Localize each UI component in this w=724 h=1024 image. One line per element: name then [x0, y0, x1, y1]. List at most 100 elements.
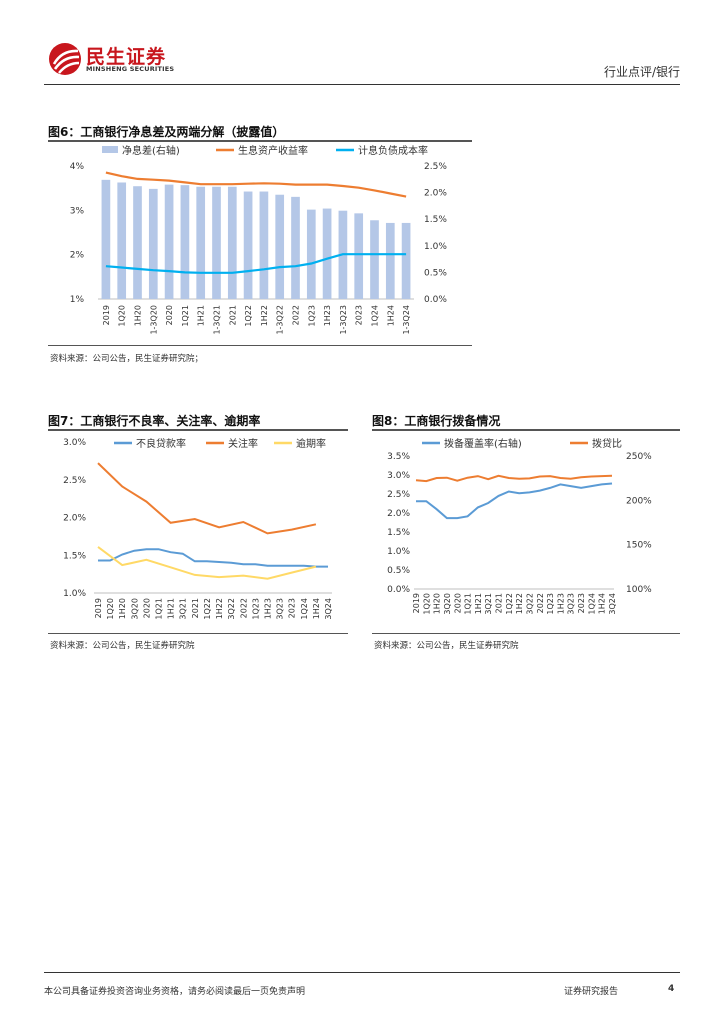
left-axis-tick: 3% — [70, 206, 85, 216]
left-axis-tick: 0.5% — [387, 566, 410, 576]
legend-nim-swatch — [102, 146, 118, 153]
header-divider — [44, 84, 680, 85]
right-axis-tick: 1.5% — [424, 215, 447, 225]
y-axis-tick: 3.0% — [63, 438, 86, 448]
nim-bar — [133, 186, 142, 299]
nim-bar — [243, 191, 253, 299]
figure7-title: 图7：工商银行不良率、关注率、逾期率 — [48, 414, 261, 428]
right-axis-tick: 150% — [626, 541, 652, 551]
asset-yield-line — [105, 171, 407, 198]
figure6-source: 资料来源：公司公告，民生证券研究院； — [50, 354, 204, 364]
x-tick-label-14: 1H23 — [263, 598, 272, 619]
legend-special-mention-label: 关注率 — [228, 437, 258, 450]
y-axis-tick: 1.0% — [63, 589, 86, 599]
right-axis-tick: 2.0% — [424, 189, 447, 199]
x-tick-label-0: 2019 — [102, 305, 111, 325]
x-tick-label-12: 2022 — [292, 305, 301, 325]
y-axis-tick: 2.0% — [63, 514, 86, 524]
x-tick-label-18: 1H24 — [386, 305, 395, 326]
figure7-bottom-rule — [48, 633, 348, 634]
nim-bar — [117, 182, 127, 299]
right-axis-tick: 2.5% — [424, 162, 447, 172]
x-tick-label-0: 2019 — [94, 598, 103, 618]
x-tick-label-13: 1Q23 — [307, 305, 316, 327]
nim-bar — [306, 209, 316, 299]
x-tick-label-8: 2021 — [191, 598, 200, 618]
x-tick-label-11: 1-3Q22 — [276, 305, 285, 335]
coverage-ratio-line — [416, 482, 613, 520]
x-tick-label-10: 1H22 — [260, 305, 269, 326]
x-tick-label-4: 2020 — [165, 305, 174, 325]
x-tick-label-1: 1Q20 — [118, 305, 127, 327]
x-tick-label-0: 2019 — [412, 593, 421, 613]
figure8-chart: 0.0% 0.5% 1.0% 1.5% 2.0% 2.5% 3.0% 3.5% 100% 150%… — [387, 437, 652, 615]
x-tick-label-19: 3Q24 — [324, 598, 333, 620]
nim-bar — [401, 222, 411, 299]
x-tick-label-17: 1Q24 — [300, 598, 309, 620]
x-tick-label-15: 3Q23 — [276, 598, 285, 620]
x-tick-label-10: 1H22 — [515, 593, 524, 614]
footer-disclaimer: 本公司具备证券投资咨询业务资格，请务必阅读最后一页免责声明 — [44, 987, 306, 997]
x-tick-label-19: 3Q24 — [608, 593, 617, 615]
x-tick-label-14: 1H23 — [556, 593, 565, 614]
legend-liability-cost-label: 计息负债成本率 — [358, 144, 428, 157]
right-axis-tick: 250% — [626, 452, 652, 462]
left-axis-tick: 1.0% — [387, 547, 410, 557]
figure8-title: 图8：工商银行拨备情况 — [372, 414, 501, 428]
x-tick-label-15: 3Q23 — [567, 593, 576, 615]
nim-bar — [275, 194, 285, 299]
nim-bar — [180, 185, 190, 299]
left-axis-tick: 3.5% — [387, 452, 410, 462]
footer-divider — [44, 972, 680, 973]
x-tick-label-8: 2021 — [228, 305, 237, 325]
x-tick-label-1: 1Q20 — [422, 593, 431, 615]
nim-bar — [370, 220, 379, 299]
document-category: 行业点评/银行 — [603, 65, 680, 79]
legend-nim-label: 净息差(右轴) — [122, 144, 180, 157]
x-tick-label-7: 3Q21 — [179, 598, 188, 620]
x-tick-label-9: 1Q22 — [505, 593, 514, 615]
nim-bar — [259, 191, 269, 299]
x-tick-label-15: 1-3Q23 — [339, 305, 348, 335]
x-tick-label-17: 1Q24 — [371, 305, 380, 327]
x-tick-label-2: 1H20 — [134, 305, 143, 326]
left-axis-tick: 2% — [70, 251, 85, 261]
nim-bar — [148, 188, 158, 299]
x-tick-label-5: 1Q21 — [464, 593, 473, 615]
x-tick-label-16: 2023 — [577, 593, 586, 613]
x-tick-label-11: 3Q22 — [525, 593, 534, 615]
x-tick-label-8: 2021 — [495, 593, 504, 613]
figure6-title: 图6：工商银行净息差及两端分解（披露值） — [48, 125, 285, 139]
figure6-chart: 1% 2% 3% 4% 0.0% 0.5% 1.0% 1.5% 2.0% 2.5% 2019 1Q20… — [70, 144, 448, 335]
x-tick-label-9: 1Q22 — [203, 598, 212, 620]
legend-coverage-label: 拨备覆盖率(右轴) — [444, 437, 522, 450]
left-axis-tick: 1.5% — [387, 528, 410, 538]
x-tick-label-16: 2023 — [288, 598, 297, 618]
x-tick-label-3: 1-3Q20 — [149, 305, 158, 335]
figure6-bottom-rule — [48, 345, 472, 346]
x-tick-label-13: 1Q23 — [546, 593, 555, 615]
x-tick-label-7: 1-3Q21 — [213, 305, 222, 335]
x-tick-label-7: 3Q21 — [484, 593, 493, 615]
x-tick-label-5: 1Q21 — [181, 305, 190, 327]
liability-cost-line — [105, 253, 407, 274]
npl-ratio-line — [98, 548, 328, 568]
x-tick-label-6: 1H21 — [167, 598, 176, 619]
left-axis-tick: 0.0% — [387, 585, 410, 595]
brand-english-name: MINSHENG SECURITIES — [86, 65, 175, 73]
nim-bar — [212, 186, 221, 299]
x-tick-label-17: 1Q24 — [587, 593, 596, 615]
nim-bar — [385, 222, 395, 299]
left-axis-tick: 2.5% — [387, 490, 410, 500]
brand-logo: 民生证券 MINSHENG SECURITIES — [48, 42, 208, 76]
figure7-source: 资料来源：公司公告，民生证券研究院 — [50, 641, 195, 651]
x-tick-label-2: 1H20 — [433, 593, 442, 614]
legend-npl-label: 不良贷款率 — [136, 437, 186, 450]
footer-report-type: 证券研究报告 — [564, 987, 619, 997]
x-tick-label-3: 3Q20 — [443, 593, 452, 615]
left-axis-tick: 1% — [70, 295, 85, 305]
nim-bar — [196, 186, 206, 299]
x-tick-label-10: 1H22 — [215, 598, 224, 619]
left-axis-tick: 3.0% — [387, 471, 410, 481]
x-tick-label-19: 1-3Q24 — [402, 305, 411, 335]
